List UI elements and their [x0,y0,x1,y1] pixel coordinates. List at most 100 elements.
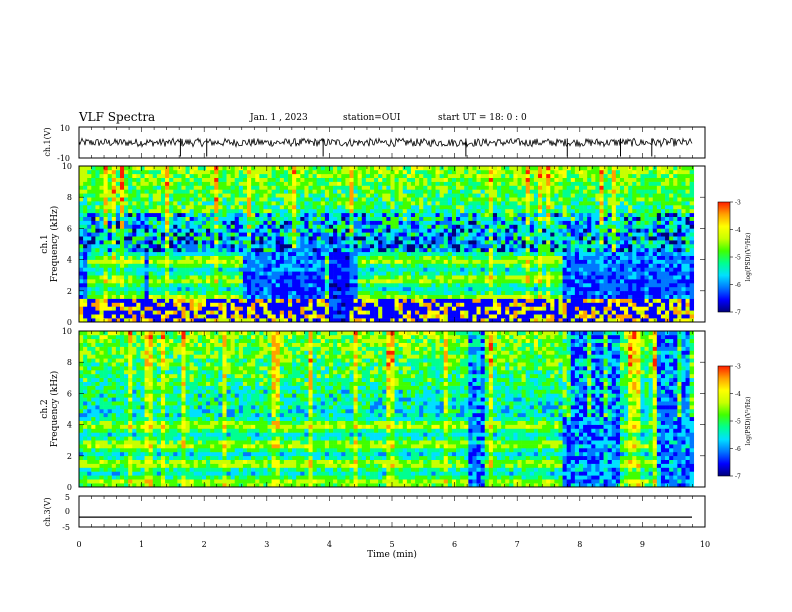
ch1-spectrogram-cell [566,263,572,268]
ch1-spectrogram-cell [382,318,387,323]
ch1-spectrogram-cell [353,197,358,202]
ch1-spectrogram-cell [156,208,162,214]
ch1-spectrogram-cell [406,173,412,178]
ch1-spectrogram-cell [83,232,88,237]
ch1-spectrogram-cell [558,286,563,292]
ch1-spectrogram-cell [234,247,240,253]
ch1-spectrogram-cell [288,236,293,241]
ch1-spectrogram-cell [390,318,395,323]
ch1-spectrogram-cell [484,267,490,272]
ch1-spectrogram-cell [349,318,354,323]
ch1-spectrogram-cell [328,279,334,284]
ch1-spectrogram-cell [128,185,133,190]
ch1-spectrogram-cell [431,247,436,253]
ch1-spectrogram-cell [324,169,330,175]
ch1-spectrogram-cell [312,189,317,194]
ch1-spectrogram-cell [165,201,170,206]
ch1-spectrogram-cell [333,283,338,288]
ch1-spectrogram-cell [201,193,207,198]
ch1-spectrogram-cell [476,275,481,280]
ch1-spectrogram-cell [558,263,563,268]
ch1-spectrogram-cell [574,205,580,210]
ch1-spectrogram-cell [247,220,252,225]
ch1-spectrogram-cell [390,224,395,229]
ch1-spectrogram-cell [558,224,563,229]
ch1-spectrogram-cell [570,267,576,272]
ch1-spectrogram-cell [333,166,338,171]
ch1-spectrogram-cell [488,169,494,175]
ch1-spectrogram-cell [509,283,514,288]
ch1-spectrogram-cell [119,177,125,182]
ch1-spectrogram-cell [181,267,186,272]
ch1-spectrogram-cell [345,306,350,311]
ch1-spectrogram-cell [492,275,498,280]
ch1-spectrogram-cell [214,310,219,315]
ch1-spectrogram-cell [132,275,137,280]
ch1-spectrogram-cell [107,220,113,225]
ch1-spectrogram-cell [345,283,350,288]
ch1-spectrogram-cell [144,294,149,299]
ch1-spectrogram-cell [103,251,108,256]
ch1-spectrogram-cell [251,294,256,299]
ch1-spectrogram-cell [79,318,84,323]
ch1-spectrogram-cell [378,294,383,299]
ch1-spectrogram-cell [427,232,432,237]
ch1-spectrogram-cell [550,247,555,253]
ch1-spectrogram-cell [226,189,231,194]
ch1-spectrogram-cell [267,232,272,237]
ch1-spectrogram-cell [538,228,543,233]
ch1-spectrogram-cell [468,185,473,190]
ch1-spectrogram-cell [288,212,293,217]
ch1-spectrogram-cell [119,275,125,280]
ch1-spectrogram-cell [353,228,358,233]
ch1-spectrogram-cell [230,314,236,319]
ch1-spectrogram-cell [201,220,207,225]
ch1-spectrogram-cell [566,259,572,264]
ch1-spectrogram-cell [456,255,461,260]
ch1-spectrogram-cell [160,205,166,210]
ch1-spectrogram-cell [402,224,408,229]
ch1-spectrogram-cell [259,247,264,253]
ch1-spectrogram-cell [341,310,346,315]
ch1-spectrogram-cell [132,228,137,233]
ch1-spectrogram-cell [488,251,494,256]
ch1-spectrogram-cell [132,298,137,303]
ch1-spectrogram-cell [472,247,477,253]
ch1-spectrogram-cell [566,220,572,225]
ch1-spectrogram-cell [464,271,469,276]
ch1-spectrogram-cell [447,275,453,280]
ch1-spectrogram-cell [533,189,539,194]
ch1-spectrogram-cell [79,181,84,186]
ch1-spectrogram-cell [550,263,555,268]
ch1-spectrogram-cell [308,224,313,229]
ch1-spectrogram-cell [451,306,457,311]
ch1-spectrogram-cell [193,275,199,280]
ch1-spectrogram-cell [497,216,502,221]
ch1-spectrogram-cell [247,302,252,307]
ch1-spectrogram-cell [337,205,342,210]
ch1-spectrogram-cell [533,275,539,280]
ch1-spectrogram-cell [271,189,277,194]
ch1-spectrogram-cell [140,193,145,198]
ch1-spectrogram-cell [386,181,391,186]
ch1-spectrogram-cell [230,173,236,178]
ch1-spectrogram-cell [570,228,576,233]
ch1-spectrogram-cell [300,298,305,303]
ch1-spectrogram-cell [193,185,199,190]
ch1-spectrogram-cell [484,294,490,299]
ch1-spectrogram-cell [234,232,240,237]
ch1-spectrogram-cell [165,275,170,280]
ch1-spectrogram-cell [79,220,84,225]
ch1-spectrogram-cell [550,267,555,272]
ch1-spectrogram-cell [382,271,387,276]
ch1-spectrogram-cell [185,205,190,210]
ch1-spectrogram-cell [115,181,121,186]
ch1-spectrogram-cell [279,267,285,272]
ch1-spectrogram-cell [185,263,190,268]
ch1-spectrogram-cell [431,166,436,171]
ch1-spectrogram-cell [218,208,223,214]
ch1-spectrogram-cell [419,286,424,292]
ch1-spectrogram-cell [501,169,506,175]
ch1-spectrogram-cell [333,197,338,202]
ch1-spectrogram-cell [79,314,84,319]
